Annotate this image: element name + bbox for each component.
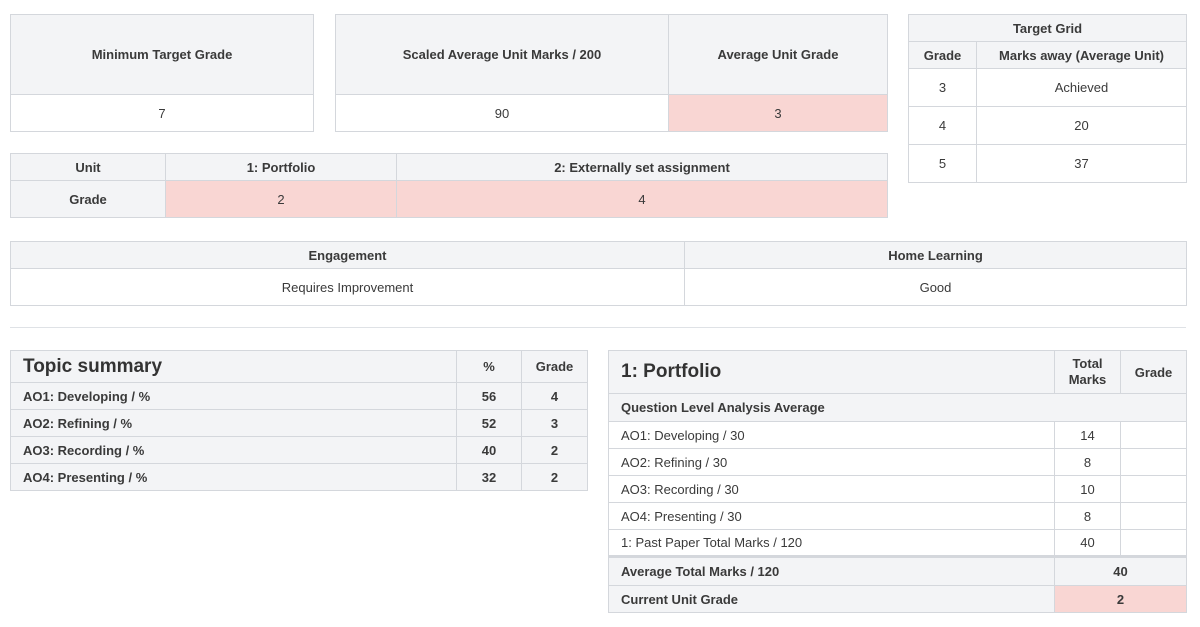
qla-label: AO3: Recording / 30 <box>608 475 1055 503</box>
engagement-table: Engagement Home Learning Requires Improv… <box>10 241 1187 306</box>
qla-label: AO2: Refining / 30 <box>608 448 1055 476</box>
target-grid-grade: 4 <box>908 106 977 145</box>
table-row: AO2: Refining / 30 8 <box>608 448 1187 476</box>
table-row: 4 20 <box>908 106 1188 145</box>
target-grid-grade: 5 <box>908 144 977 183</box>
portfolio-title: 1: Portfolio <box>608 350 1055 394</box>
total-marks-header: Total Marks <box>1054 350 1121 394</box>
scaled-average-table: Scaled Average Unit Marks / 200 Average … <box>335 14 888 132</box>
unit-1-header: 1: Portfolio <box>165 153 397 181</box>
min-target-header: Minimum Target Grade <box>10 14 314 95</box>
home-learning-value: Good <box>684 268 1187 306</box>
topic-summary-table: Topic summary % Grade AO1: Developing / … <box>10 350 588 491</box>
target-grid-title: Target Grid <box>907 14 1188 42</box>
target-grid-marks-header: Marks away (Average Unit) <box>975 41 1188 69</box>
qla-grade <box>1120 502 1187 530</box>
table-row: AO3: Recording / % 40 2 <box>10 436 588 464</box>
table-row: AO4: Presenting / % 32 2 <box>10 463 588 491</box>
engagement-header: Engagement <box>10 241 685 269</box>
percent-header: % <box>456 350 522 383</box>
target-grid-table: Target Grid Grade Marks away (Average Un… <box>907 14 1188 183</box>
unit-2-header: 2: Externally set assignment <box>396 153 888 181</box>
target-grid-marks: 37 <box>975 144 1188 183</box>
qla-marks: 14 <box>1054 421 1121 449</box>
qla-marks: 40 <box>1054 529 1121 557</box>
topic-label: AO3: Recording / % <box>10 436 457 464</box>
qla-marks: 10 <box>1054 475 1121 503</box>
qla-label: 1: Past Paper Total Marks / 120 <box>608 529 1055 557</box>
table-row: 3 Achieved <box>908 68 1188 107</box>
engagement-value: Requires Improvement <box>10 268 685 306</box>
unit-2-grade: 4 <box>396 180 888 218</box>
target-grid-grade: 3 <box>908 68 977 107</box>
qla-grade <box>1120 448 1187 476</box>
unit-1-grade: 2 <box>165 180 397 218</box>
topic-label: AO4: Presenting / % <box>10 463 457 491</box>
qla-header: Question Level Analysis Average <box>608 393 1187 422</box>
portfolio-grade-header: Grade <box>1120 350 1187 394</box>
topic-percent: 56 <box>456 382 522 410</box>
average-unit-grade-value: 3 <box>668 94 888 132</box>
topic-label: AO2: Refining / % <box>10 409 457 437</box>
qla-grade <box>1120 475 1187 503</box>
topic-percent: 32 <box>456 463 522 491</box>
table-row: 5 37 <box>908 144 1188 183</box>
target-grid-grade-header: Grade <box>908 41 977 69</box>
portfolio-table: 1: Portfolio Total Marks Grade Question … <box>608 350 1187 613</box>
table-row: AO3: Recording / 30 10 <box>608 475 1187 503</box>
qla-grade <box>1120 421 1187 449</box>
current-unit-grade-label: Current Unit Grade <box>608 585 1055 613</box>
min-target-table: Minimum Target Grade 7 <box>10 14 314 132</box>
topic-label: AO1: Developing / % <box>10 382 457 410</box>
qla-grade <box>1120 529 1187 557</box>
topic-grade: 4 <box>521 382 588 410</box>
scaled-average-header: Scaled Average Unit Marks / 200 <box>335 14 669 95</box>
average-total-label: Average Total Marks / 120 <box>608 555 1055 586</box>
table-row: AO2: Refining / % 52 3 <box>10 409 588 437</box>
current-unit-grade-value: 2 <box>1054 585 1187 613</box>
qla-marks: 8 <box>1054 448 1121 476</box>
unit-header: Unit <box>10 153 166 181</box>
average-unit-grade-header: Average Unit Grade <box>668 14 888 95</box>
table-row: AO1: Developing / 30 14 <box>608 421 1187 449</box>
section-divider <box>10 327 1186 328</box>
qla-marks: 8 <box>1054 502 1121 530</box>
grade-header: Grade <box>521 350 588 383</box>
unit-grades-table: Unit 1: Portfolio 2: Externally set assi… <box>10 153 888 218</box>
average-total-value: 40 <box>1054 555 1187 586</box>
topic-summary-title: Topic summary <box>10 350 457 383</box>
home-learning-header: Home Learning <box>684 241 1187 269</box>
min-target-value: 7 <box>10 94 314 132</box>
topic-grade: 2 <box>521 436 588 464</box>
target-grid-marks: 20 <box>975 106 1188 145</box>
qla-label: AO4: Presenting / 30 <box>608 502 1055 530</box>
table-row: AO1: Developing / % 56 4 <box>10 382 588 410</box>
topic-grade: 2 <box>521 463 588 491</box>
qla-label: AO1: Developing / 30 <box>608 421 1055 449</box>
scaled-average-value: 90 <box>335 94 669 132</box>
topic-grade: 3 <box>521 409 588 437</box>
target-grid-marks: Achieved <box>975 68 1188 107</box>
table-row: 1: Past Paper Total Marks / 120 40 <box>608 529 1187 557</box>
topic-percent: 52 <box>456 409 522 437</box>
grade-row-label: Grade <box>10 180 166 218</box>
table-row: AO4: Presenting / 30 8 <box>608 502 1187 530</box>
topic-percent: 40 <box>456 436 522 464</box>
